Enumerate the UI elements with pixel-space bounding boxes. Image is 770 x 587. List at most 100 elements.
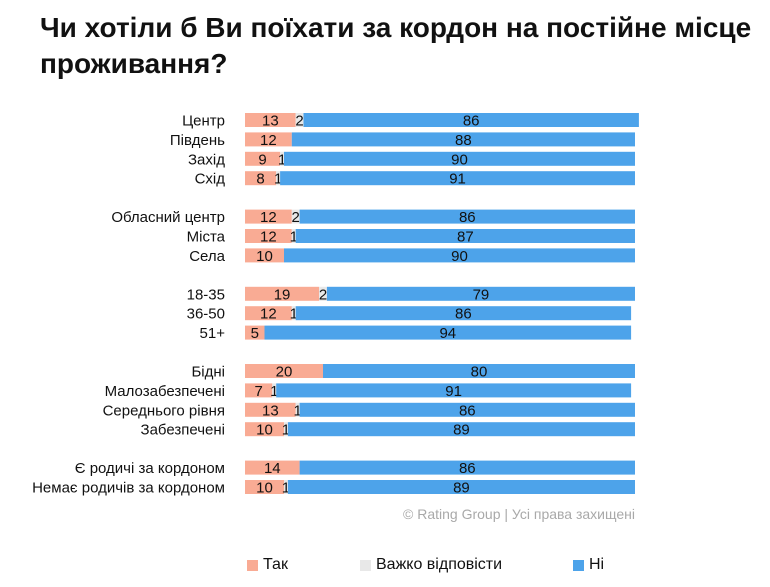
bar-segment-yes bbox=[245, 286, 320, 301]
bar-segment-no bbox=[299, 209, 635, 224]
bar-segment-no bbox=[276, 383, 632, 398]
row-label: Є родичі за кордоном bbox=[75, 460, 225, 477]
bar-segment-hard-to-say bbox=[291, 306, 296, 321]
data-label: 86 bbox=[459, 209, 476, 226]
data-label: 87 bbox=[457, 229, 474, 246]
row-label: Бідні bbox=[191, 364, 225, 381]
data-label: 12 bbox=[260, 209, 277, 226]
bar-segment-hard-to-say bbox=[295, 402, 300, 417]
bar-segment-hard-to-say bbox=[291, 209, 300, 224]
bar-segment-hard-to-say bbox=[291, 229, 296, 243]
data-label: 14 bbox=[264, 460, 281, 477]
data-label: 89 bbox=[453, 422, 470, 439]
bar-segment-yes bbox=[245, 460, 300, 475]
row-label: Захід bbox=[188, 151, 225, 168]
bar-segment-hard-to-say bbox=[276, 171, 281, 186]
bar-segment-yes bbox=[245, 383, 273, 398]
bar-segment-hard-to-say bbox=[319, 286, 327, 301]
legend-item: Ні bbox=[573, 556, 604, 574]
data-label: 86 bbox=[459, 460, 476, 477]
row-label: Центр bbox=[182, 113, 225, 130]
row-label: Малозабезпечені bbox=[105, 383, 225, 400]
data-label: 79 bbox=[473, 286, 490, 303]
row-label: 36-50 bbox=[187, 306, 225, 323]
bar-segment-hard-to-say bbox=[284, 422, 288, 437]
data-label: 19 bbox=[274, 286, 291, 303]
row-label: Забезпечені bbox=[141, 422, 225, 439]
bar-segment-no bbox=[264, 325, 632, 340]
bar-segment-no bbox=[295, 229, 635, 243]
bar-segment-no bbox=[299, 402, 635, 417]
data-label: 88 bbox=[455, 132, 472, 149]
row-label: Немає родичів за кордоном bbox=[32, 480, 225, 497]
data-label: 1 bbox=[290, 229, 298, 246]
bar-segment-no bbox=[287, 480, 635, 494]
data-label: 2 bbox=[295, 113, 303, 130]
bar-segment-no bbox=[287, 422, 635, 437]
bar-segment-yes bbox=[245, 132, 292, 147]
bar-segment-yes bbox=[245, 364, 323, 378]
bar-segment-no bbox=[284, 248, 635, 263]
data-label: 20 bbox=[276, 364, 293, 381]
row-label: 51+ bbox=[200, 325, 226, 342]
data-label: 1 bbox=[278, 151, 286, 168]
row-label: Обласний центр bbox=[111, 209, 225, 226]
bar-segment-yes bbox=[245, 480, 284, 494]
data-label: 90 bbox=[451, 248, 468, 265]
bar-segment-no bbox=[323, 364, 635, 378]
legend-label: Так bbox=[263, 556, 288, 573]
bar-segment-no bbox=[284, 151, 635, 166]
data-label: 1 bbox=[282, 422, 290, 439]
row-label: Середнього рівня bbox=[103, 402, 225, 419]
bar-segment-no bbox=[303, 113, 639, 127]
bar-segment-yes bbox=[245, 209, 292, 224]
data-label: 91 bbox=[449, 171, 466, 188]
legend-item: Так bbox=[247, 556, 288, 574]
bar-segment-no bbox=[291, 132, 635, 147]
legend-label: Ні bbox=[589, 556, 605, 573]
row-label: Південь bbox=[170, 132, 225, 149]
legend-label: Важко відповісти bbox=[376, 556, 503, 573]
data-label: 2 bbox=[292, 209, 300, 226]
bar-segment-yes bbox=[245, 113, 296, 127]
bar-segment-no bbox=[280, 171, 635, 186]
data-label: 86 bbox=[455, 306, 472, 323]
bar-segment-hard-to-say bbox=[280, 151, 284, 166]
data-label: 2 bbox=[319, 286, 327, 303]
legend-swatch bbox=[247, 559, 258, 571]
data-label: 10 bbox=[256, 248, 273, 265]
data-label: 9 bbox=[258, 151, 266, 168]
copyright-footer: © Rating Group | Усі права захищені bbox=[403, 506, 635, 522]
data-label: 90 bbox=[451, 151, 468, 168]
bar-segment-yes bbox=[245, 422, 284, 437]
legend-swatch bbox=[360, 559, 371, 571]
data-label: 12 bbox=[260, 229, 277, 246]
data-label: 94 bbox=[439, 325, 456, 342]
bar-segment-yes bbox=[245, 248, 284, 263]
row-label: Села bbox=[189, 248, 225, 265]
bar-segment-yes bbox=[245, 325, 265, 340]
data-label: 80 bbox=[471, 364, 488, 381]
data-label: 5 bbox=[251, 325, 259, 342]
data-label: 13 bbox=[262, 113, 279, 130]
data-label: 86 bbox=[459, 402, 476, 419]
data-label: 13 bbox=[262, 402, 279, 419]
data-label: 8 bbox=[256, 171, 264, 188]
bar-segment-no bbox=[295, 306, 632, 321]
data-label: 7 bbox=[254, 383, 262, 400]
row-label: Міста bbox=[187, 229, 226, 246]
chart-title: Чи хотіли б Ви поїхати за кордон на пост… bbox=[40, 12, 752, 79]
data-label: 1 bbox=[274, 171, 282, 188]
data-label: 10 bbox=[256, 480, 273, 497]
row-label: Схід bbox=[195, 171, 226, 188]
bar-segment-yes bbox=[245, 306, 292, 321]
legend-item: Важко відповісти bbox=[360, 556, 502, 574]
data-label: 1 bbox=[293, 402, 301, 419]
bar-segment-no bbox=[299, 460, 635, 475]
bar-segment-hard-to-say bbox=[284, 480, 288, 494]
bar-segment-hard-to-say bbox=[272, 383, 277, 398]
data-label: 12 bbox=[260, 306, 277, 323]
row-label: 18-35 bbox=[187, 286, 225, 303]
data-label: 1 bbox=[270, 383, 278, 400]
